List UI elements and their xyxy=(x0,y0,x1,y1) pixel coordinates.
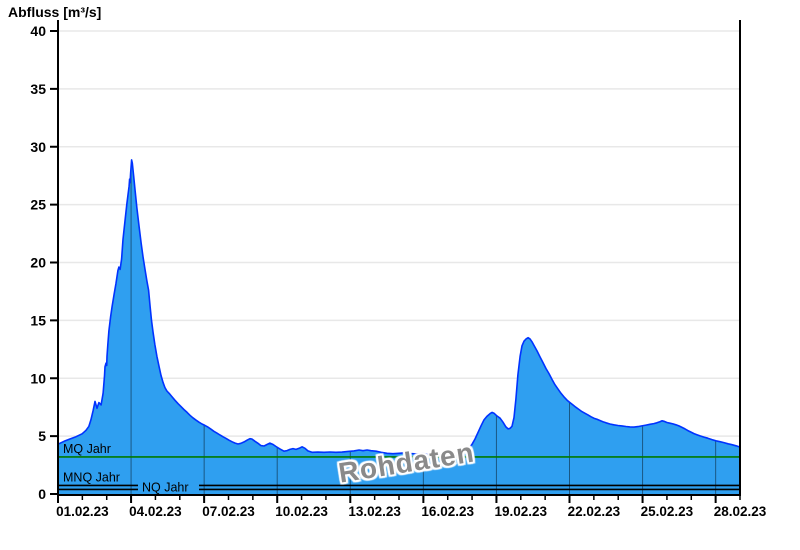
discharge-area-fill xyxy=(58,159,740,494)
y-tick-label: 15 xyxy=(30,312,46,328)
y-tick-label: 5 xyxy=(38,428,46,444)
x-tick-label: 25.02.23 xyxy=(641,504,694,519)
x-tick-label: 22.02.23 xyxy=(568,504,621,519)
y-tick-label: 0 xyxy=(38,486,46,502)
mnq-label: MNQ Jahr xyxy=(63,470,120,484)
x-tick-label: 16.02.23 xyxy=(421,504,474,519)
x-tick-label: 01.02.23 xyxy=(56,504,109,519)
x-tick-label: 13.02.23 xyxy=(348,504,401,519)
y-tick-label: 30 xyxy=(30,139,46,155)
y-axis-title: Abfluss [m³/s] xyxy=(8,4,102,20)
x-tick-label: 19.02.23 xyxy=(495,504,548,519)
x-tick-label: 07.02.23 xyxy=(202,504,255,519)
discharge-curve xyxy=(57,159,741,457)
y-tick-label: 40 xyxy=(30,23,46,39)
y-tick-label: 10 xyxy=(30,370,46,386)
nq-label: NQ Jahr xyxy=(142,480,189,494)
y-tick-label: 25 xyxy=(30,197,46,213)
y-tick-label: 35 xyxy=(30,81,46,97)
x-tick-label: 10.02.23 xyxy=(275,504,328,519)
y-tick-label: 20 xyxy=(30,255,46,271)
mq-label: MQ Jahr xyxy=(63,442,111,456)
x-tick-label: 28.02.23 xyxy=(714,504,767,519)
x-tick-label: 04.02.23 xyxy=(129,504,182,519)
